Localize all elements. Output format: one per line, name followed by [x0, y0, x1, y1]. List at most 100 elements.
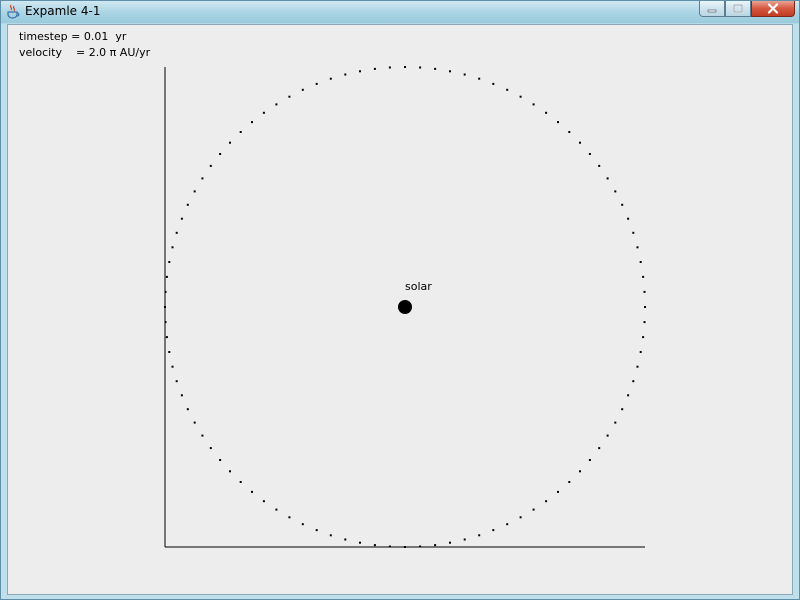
orbit-point — [373, 544, 376, 547]
orbit-point — [557, 121, 559, 124]
minimize-icon — [707, 5, 717, 13]
orbit-point — [532, 508, 535, 511]
velocity-label: velocity = 2.0 π AU/yr — [19, 46, 151, 59]
orbit-point — [621, 408, 624, 411]
timestep-label: timestep = 0.01 yr — [19, 30, 127, 43]
sun-marker — [398, 300, 412, 314]
window-controls — [699, 1, 795, 19]
orbit-point — [164, 306, 166, 308]
orbit-point — [434, 67, 437, 70]
orbit-point — [175, 231, 178, 234]
orbit-point — [463, 538, 466, 541]
orbit-point — [301, 88, 304, 91]
orbit-point — [193, 190, 196, 193]
orbit-point — [171, 246, 174, 249]
canvas-area: timestep = 0.01 yr velocity = 2.0 π AU/y… — [7, 24, 793, 595]
orbit-point — [598, 164, 601, 167]
orbit-point — [301, 523, 304, 526]
orbit-point — [219, 153, 222, 155]
orbit-point — [627, 394, 630, 397]
orbit-point — [329, 534, 332, 537]
orbit-point — [275, 508, 278, 511]
orbit-point — [262, 500, 265, 503]
orbit-point — [506, 88, 509, 91]
orbit-point — [388, 66, 391, 69]
orbit-point — [219, 459, 222, 461]
orbit-points — [164, 66, 646, 548]
orbit-point — [201, 177, 204, 180]
orbit-point — [519, 516, 522, 519]
minimize-button[interactable] — [699, 1, 725, 17]
orbit-point — [404, 66, 406, 68]
orbit-point — [642, 275, 645, 278]
maximize-button[interactable] — [725, 1, 751, 17]
orbit-point — [598, 447, 601, 450]
orbit-point — [532, 103, 535, 106]
orbit-point — [373, 67, 376, 70]
orbit-point — [344, 538, 347, 541]
orbit-point — [588, 153, 591, 155]
orbit-point — [557, 490, 559, 493]
orbit-point — [201, 434, 204, 437]
orbit-point — [627, 217, 630, 220]
orbit-point — [329, 77, 332, 80]
orbit-point — [180, 217, 183, 220]
orbit-point — [180, 394, 183, 397]
orbit-point — [463, 73, 466, 76]
orbit-point — [288, 95, 291, 98]
orbit-point — [229, 470, 231, 473]
close-icon — [767, 3, 779, 14]
orbit-point — [478, 534, 481, 537]
orbit-point — [262, 111, 265, 114]
orbit-point — [632, 380, 635, 383]
orbit-point — [168, 261, 171, 263]
orbit-point — [644, 306, 646, 308]
title-bar[interactable]: Expamle 4-1 — [1, 1, 799, 23]
sun-label: solar — [405, 280, 432, 293]
orbit-point — [315, 529, 318, 532]
orbit-point — [478, 77, 481, 80]
orbit-point — [632, 231, 635, 234]
orbit-point — [165, 275, 168, 278]
orbit-point — [492, 529, 495, 532]
orbit-point — [614, 421, 617, 424]
orbit-point — [419, 545, 422, 548]
window-title: Expamle 4-1 — [25, 4, 101, 18]
orbit-point — [404, 546, 406, 548]
orbit-point — [209, 447, 212, 450]
maximize-icon — [733, 4, 743, 13]
orbit-point — [636, 365, 639, 368]
orbit-point — [568, 131, 571, 133]
orbit-point — [175, 380, 178, 383]
orbit-point — [186, 203, 189, 206]
orbit-point — [344, 73, 347, 76]
orbit-point — [359, 70, 361, 73]
orbit-point — [545, 500, 548, 503]
orbit-point — [288, 516, 291, 519]
orbit-point — [614, 190, 617, 193]
orbit-point — [209, 164, 212, 167]
orbit-point — [643, 290, 646, 293]
orbit-plot: solar — [164, 66, 646, 548]
orbit-point — [419, 66, 422, 69]
orbit-point — [239, 131, 242, 133]
orbit-point — [434, 544, 437, 547]
orbit-point — [164, 290, 167, 293]
orbit-point — [545, 111, 548, 114]
orbit-point — [636, 246, 639, 249]
close-button[interactable] — [751, 1, 795, 17]
orbit-point — [315, 82, 318, 85]
orbit-point — [492, 82, 495, 85]
orbit-point — [388, 545, 391, 548]
orbit-point — [251, 121, 253, 124]
orbit-point — [164, 321, 167, 324]
orbit-point — [165, 336, 168, 339]
orbit-point — [275, 103, 278, 106]
orbit-point — [171, 365, 174, 368]
orbit-point — [251, 490, 253, 493]
orbit-point — [579, 470, 581, 473]
orbit-point — [588, 459, 591, 461]
orbit-point — [229, 141, 231, 144]
orbit-point — [506, 523, 509, 526]
